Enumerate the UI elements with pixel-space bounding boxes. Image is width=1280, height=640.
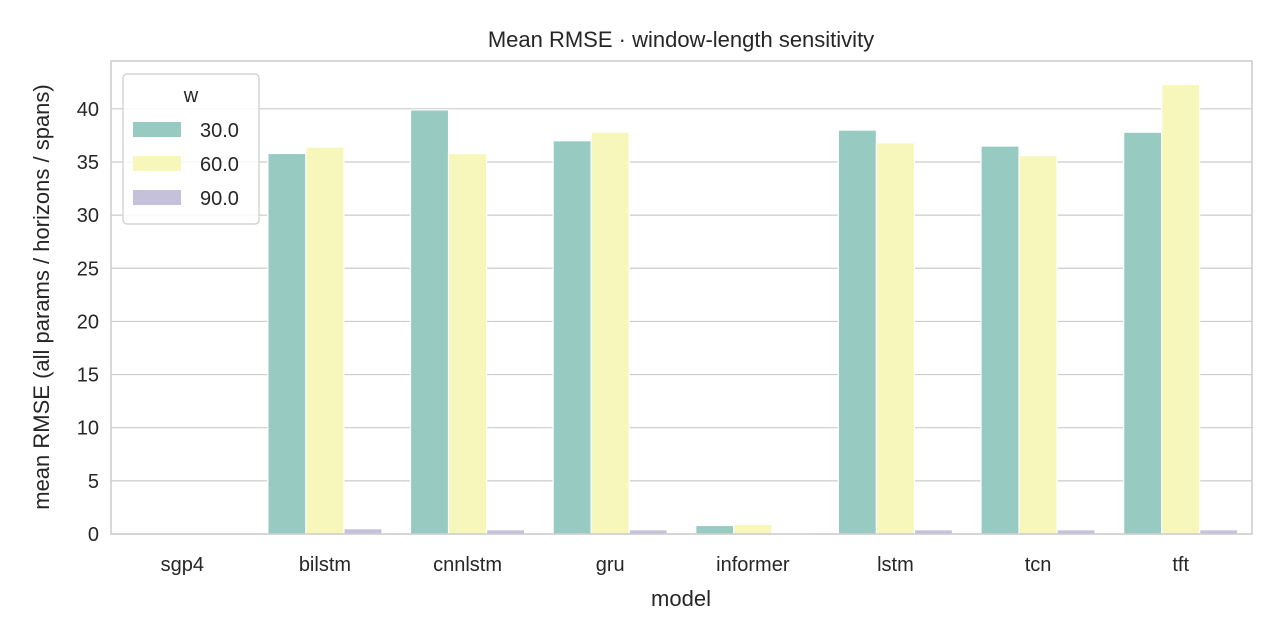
y-tick-label: 30 <box>77 205 99 227</box>
y-tick-label: 35 <box>77 152 99 174</box>
bar-cnnlstm-w60.0 <box>447 152 488 535</box>
bar-gru-w30.0 <box>552 140 592 535</box>
y-tick-label: 0 <box>88 524 99 546</box>
y-tick-labels: 0 5 10 15 20 25 30 35 40 <box>77 99 99 546</box>
bar-cnnlstm-w30.0 <box>409 109 450 535</box>
y-axis-label: mean RMSE (all params / horizons / spans… <box>29 84 54 510</box>
x-tick-label: tft <box>1172 554 1189 576</box>
legend-swatch <box>133 156 181 171</box>
bar-lstm-w60.0 <box>875 142 916 535</box>
legend-label: 60.0 <box>200 154 239 176</box>
x-tick-label: gru <box>596 554 625 576</box>
bar-tcn-w60.0 <box>1018 155 1058 535</box>
x-tick-label: sgp4 <box>161 554 204 576</box>
legend-frame <box>122 73 260 225</box>
legend: w 30.0 60.0 90.0 <box>122 73 260 225</box>
bar-tft-w30.0 <box>1123 131 1163 535</box>
x-tick-label: lstm <box>877 554 914 576</box>
x-tick-label: cnnlstm <box>433 554 502 576</box>
legend-label: 30.0 <box>200 120 239 142</box>
x-tick-label: bilstm <box>299 554 351 576</box>
y-tick-label: 5 <box>88 471 99 493</box>
bar-informer-w30.0 <box>695 524 735 535</box>
legend-items: 30.0 60.0 90.0 <box>133 120 239 210</box>
chart-title: Mean RMSE · window-length sensitivity <box>488 27 874 52</box>
bar-tft-w60.0 <box>1161 83 1201 535</box>
y-tick-label: 10 <box>77 418 99 440</box>
bar-bilstm-w30.0 <box>267 152 307 535</box>
bar-informer-w60.0 <box>733 523 773 535</box>
bar-gru-w60.0 <box>590 131 630 535</box>
legend-swatch <box>133 190 181 205</box>
bars <box>267 83 1239 535</box>
y-tick-label: 15 <box>77 365 99 387</box>
legend-title: w <box>183 85 199 107</box>
y-tick-label: 40 <box>77 99 99 121</box>
legend-label: 90.0 <box>200 188 239 210</box>
x-axis-label: model <box>651 586 711 611</box>
bar-bilstm-w60.0 <box>305 146 345 535</box>
bar-bilstm-w90.0 <box>343 528 383 535</box>
x-tick-labels: sgp4 bilstm cnnlstm gru informer lstm tcn tft <box>161 554 1190 576</box>
x-tick-label: informer <box>716 554 790 576</box>
x-tick-label: tcn <box>1025 554 1052 576</box>
plot-frame <box>110 60 1253 535</box>
bar-tcn-w30.0 <box>980 145 1020 535</box>
y-tick-label: 20 <box>77 311 99 333</box>
y-tick-label: 25 <box>77 258 99 280</box>
bar-lstm-w30.0 <box>837 129 878 535</box>
legend-swatch <box>133 122 181 137</box>
